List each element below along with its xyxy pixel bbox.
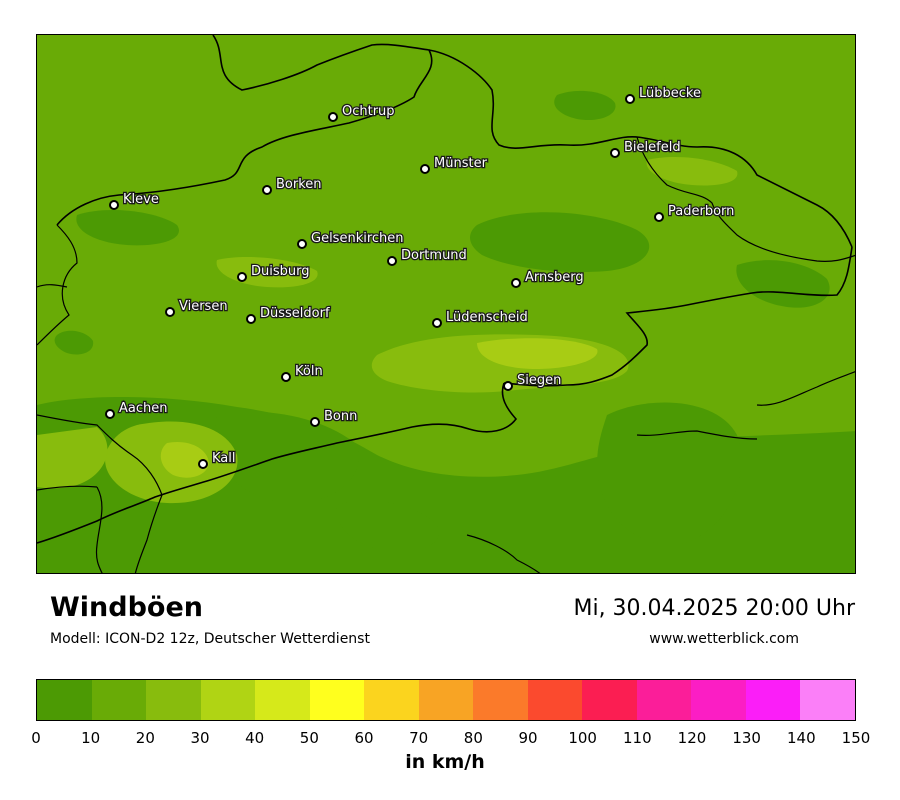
city-marker-ldenscheid bbox=[432, 318, 442, 328]
legend-tick-label: 10 bbox=[81, 729, 101, 747]
city-markers: Lübbecke Ochtrup Bielefeld Münster Borken Kle… bbox=[105, 85, 736, 469]
city-marker-dortmund bbox=[387, 256, 397, 266]
model-source: Modell: ICON-D2 12z, Deutscher Wetterdie… bbox=[50, 631, 370, 647]
city-label-mnster: Münster bbox=[434, 156, 488, 171]
city-label-dortmund: Dortmund bbox=[401, 248, 467, 263]
city-marker-viersen bbox=[165, 307, 175, 317]
city-marker-duisburg bbox=[237, 272, 247, 282]
legend-swatch bbox=[200, 680, 256, 720]
legend-swatch bbox=[582, 680, 637, 720]
city-marker-borken bbox=[262, 185, 272, 195]
legend-tick-label: 0 bbox=[31, 729, 41, 747]
city-marker-dsseldorf bbox=[246, 314, 256, 324]
legend-swatch bbox=[418, 680, 474, 720]
legend-unit-label: in km/h bbox=[405, 751, 485, 773]
city-label-duisburg: Duisburg bbox=[251, 264, 310, 279]
city-marker-lbbecke bbox=[625, 94, 635, 104]
weather-map: Lübbecke Ochtrup Bielefeld Münster Borken Kle… bbox=[36, 34, 856, 574]
legend-tick-label: 30 bbox=[190, 729, 210, 747]
forecast-datetime: Mi, 30.04.2025 20:00 Uhr bbox=[573, 596, 855, 621]
legend-swatch bbox=[800, 680, 855, 720]
city-label-viersen: Viersen bbox=[179, 299, 228, 314]
city-label-aachen: Aachen bbox=[119, 401, 167, 416]
legend-tick-label: 20 bbox=[135, 729, 155, 747]
legend-swatch bbox=[527, 680, 583, 720]
city-label-kln: Köln bbox=[295, 364, 323, 379]
map-canvas: Lübbecke Ochtrup Bielefeld Münster Borken Kle… bbox=[37, 35, 855, 573]
city-marker-gelsenkirchen bbox=[297, 239, 307, 249]
city-marker-aachen bbox=[105, 409, 115, 419]
legend-tick-label: 40 bbox=[245, 729, 265, 747]
city-label-arnsberg: Arnsberg bbox=[525, 270, 584, 285]
city-label-kleve: Kleve bbox=[123, 192, 159, 207]
city-marker-ochtrup bbox=[328, 112, 338, 122]
legend-tick-label: 60 bbox=[354, 729, 374, 747]
city-marker-siegen bbox=[503, 381, 513, 391]
city-label-paderborn: Paderborn bbox=[668, 204, 734, 219]
state-borders bbox=[37, 35, 855, 573]
wind-field-dark bbox=[37, 90, 855, 573]
wind-field-lighter bbox=[160, 338, 598, 478]
legend-tick-label: 150 bbox=[841, 729, 871, 747]
legend-tick-label: 80 bbox=[463, 729, 483, 747]
city-label-kall: Kall bbox=[212, 451, 236, 466]
wind-field-light bbox=[37, 157, 738, 504]
legend-tick-label: 110 bbox=[623, 729, 652, 747]
legend-swatch bbox=[91, 680, 147, 720]
city-label-gelsenkirchen: Gelsenkirchen bbox=[311, 231, 404, 246]
color-legend-bar bbox=[36, 679, 856, 721]
city-label-ldenscheid: Lüdenscheid bbox=[446, 310, 528, 325]
legend-tick-label: 70 bbox=[409, 729, 429, 747]
legend-swatch bbox=[636, 680, 692, 720]
city-label-borken: Borken bbox=[276, 177, 322, 192]
legend-tick-label: 90 bbox=[518, 729, 538, 747]
city-label-lbbecke: Lübbecke bbox=[639, 86, 701, 101]
legend-swatch bbox=[309, 680, 365, 720]
legend-tick-label: 140 bbox=[787, 729, 816, 747]
city-label-ochtrup: Ochtrup bbox=[342, 104, 395, 119]
legend-swatch bbox=[473, 680, 528, 720]
legend-swatch bbox=[691, 680, 746, 720]
city-marker-kleve bbox=[109, 200, 119, 210]
city-marker-mnster bbox=[420, 164, 430, 174]
legend-swatch bbox=[146, 680, 201, 720]
map-title: Windböen bbox=[50, 592, 203, 623]
city-label-bonn: Bonn bbox=[324, 409, 357, 424]
legend-tick-label: 130 bbox=[732, 729, 761, 747]
city-label-dsseldorf: Düsseldorf bbox=[260, 306, 330, 321]
city-marker-kln bbox=[281, 372, 291, 382]
legend-swatch bbox=[255, 680, 310, 720]
city-marker-bonn bbox=[310, 417, 320, 427]
legend-swatch bbox=[364, 680, 419, 720]
legend-tick-labels: 0 10 20 30 40 50 60 70 80 90 100 110 120 130 140 150 bbox=[31, 729, 870, 749]
legend-tick-label: 100 bbox=[568, 729, 597, 747]
legend-tick-label: 120 bbox=[677, 729, 707, 747]
legend-swatch bbox=[745, 680, 801, 720]
city-marker-arnsberg bbox=[511, 278, 521, 288]
city-marker-paderborn bbox=[654, 212, 664, 222]
website-link[interactable]: www.wetterblick.com bbox=[649, 631, 799, 647]
city-label-siegen: Siegen bbox=[517, 373, 561, 388]
city-marker-kall bbox=[198, 459, 208, 469]
legend-swatch bbox=[37, 680, 92, 720]
city-marker-bielefeld bbox=[610, 148, 620, 158]
legend-tick-label: 50 bbox=[299, 729, 319, 747]
city-label-bielefeld: Bielefeld bbox=[624, 140, 681, 155]
